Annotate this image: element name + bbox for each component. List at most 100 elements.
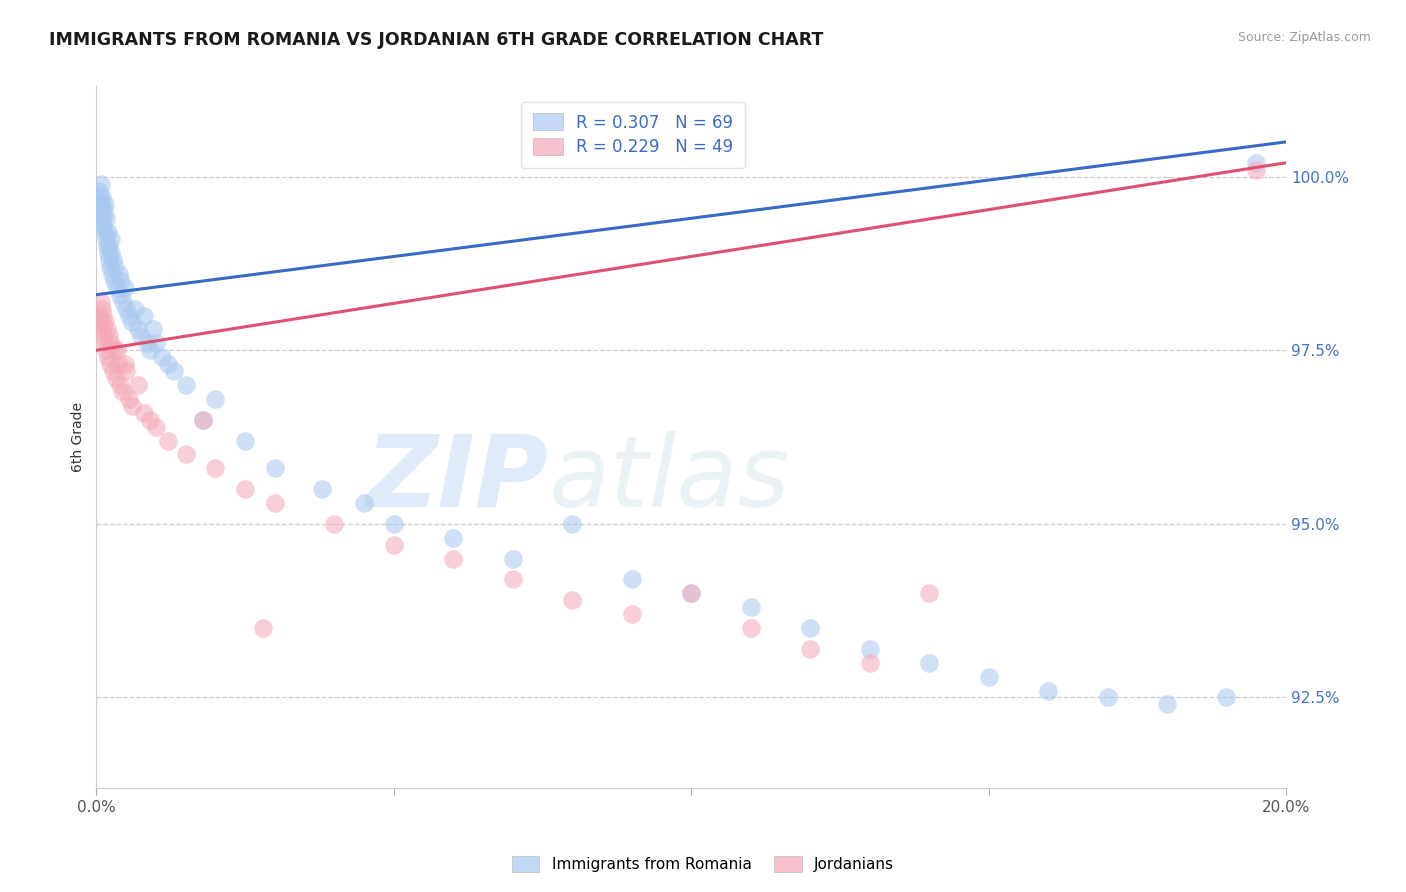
- Point: [108, 267, 131, 281]
- Point: [110, 274, 132, 288]
- Point: [156, 357, 179, 371]
- Point: [132, 406, 155, 420]
- Point: [97, 225, 120, 239]
- Point: [101, 267, 124, 281]
- Point: [121, 399, 143, 413]
- Point: [156, 434, 179, 448]
- Y-axis label: 6th Grade: 6th Grade: [72, 402, 86, 472]
- Legend: R = 0.307   N = 69, R = 0.229   N = 49: R = 0.307 N = 69, R = 0.229 N = 49: [522, 102, 745, 168]
- Point: [104, 371, 127, 385]
- Text: ZIP: ZIP: [366, 431, 548, 528]
- Point: [96, 322, 118, 336]
- Point: [114, 357, 136, 371]
- Point: [114, 281, 136, 295]
- Point: [90, 177, 112, 191]
- Point: [681, 586, 703, 600]
- Point: [353, 496, 375, 510]
- Point: [163, 364, 186, 378]
- Point: [118, 392, 141, 406]
- Point: [620, 607, 643, 621]
- Point: [132, 309, 155, 323]
- Legend: Immigrants from Romania, Jordanians: Immigrants from Romania, Jordanians: [505, 848, 901, 880]
- Point: [90, 294, 112, 309]
- Point: [98, 329, 121, 343]
- Point: [89, 309, 111, 323]
- Point: [96, 211, 118, 226]
- Point: [620, 573, 643, 587]
- Point: [323, 516, 346, 531]
- Point: [112, 294, 135, 309]
- Point: [108, 287, 131, 301]
- Point: [1244, 155, 1267, 169]
- Point: [145, 336, 167, 351]
- Point: [799, 621, 821, 635]
- Point: [98, 357, 121, 371]
- Point: [150, 350, 173, 364]
- Point: [91, 211, 114, 226]
- Point: [97, 252, 120, 267]
- Point: [127, 378, 149, 392]
- Point: [204, 392, 226, 406]
- Point: [858, 656, 880, 670]
- Point: [233, 434, 256, 448]
- Point: [502, 551, 524, 566]
- Point: [193, 413, 215, 427]
- Point: [858, 641, 880, 656]
- Point: [1215, 690, 1237, 705]
- Point: [263, 496, 285, 510]
- Point: [441, 531, 464, 545]
- Text: IMMIGRANTS FROM ROMANIA VS JORDANIAN 6TH GRADE CORRELATION CHART: IMMIGRANTS FROM ROMANIA VS JORDANIAN 6TH…: [49, 31, 824, 49]
- Point: [311, 482, 333, 496]
- Point: [145, 419, 167, 434]
- Point: [96, 239, 118, 253]
- Point: [101, 364, 124, 378]
- Point: [115, 301, 138, 316]
- Point: [90, 322, 112, 336]
- Point: [89, 204, 111, 219]
- Point: [90, 197, 112, 211]
- Point: [139, 343, 162, 358]
- Point: [204, 461, 226, 475]
- Point: [100, 232, 122, 246]
- Point: [98, 260, 121, 274]
- Point: [1036, 683, 1059, 698]
- Point: [107, 357, 129, 371]
- Point: [89, 316, 111, 330]
- Point: [93, 225, 115, 239]
- Point: [94, 316, 117, 330]
- Point: [90, 219, 112, 233]
- Point: [502, 573, 524, 587]
- Point: [91, 190, 114, 204]
- Text: atlas: atlas: [548, 431, 790, 528]
- Point: [108, 378, 131, 392]
- Point: [127, 322, 149, 336]
- Point: [441, 551, 464, 566]
- Point: [97, 350, 120, 364]
- Point: [93, 336, 115, 351]
- Point: [103, 274, 125, 288]
- Point: [101, 252, 124, 267]
- Text: Source: ZipAtlas.com: Source: ZipAtlas.com: [1237, 31, 1371, 45]
- Point: [93, 329, 115, 343]
- Point: [89, 184, 111, 198]
- Point: [91, 301, 114, 316]
- Point: [118, 309, 141, 323]
- Point: [561, 516, 583, 531]
- Point: [98, 239, 121, 253]
- Point: [918, 586, 941, 600]
- Point: [1156, 698, 1178, 712]
- Point: [977, 670, 1000, 684]
- Point: [93, 204, 115, 219]
- Point: [112, 384, 135, 399]
- Point: [252, 621, 274, 635]
- Point: [93, 219, 115, 233]
- Point: [115, 364, 138, 378]
- Point: [918, 656, 941, 670]
- Point: [89, 190, 111, 204]
- Point: [561, 593, 583, 607]
- Point: [740, 621, 762, 635]
- Point: [105, 343, 128, 358]
- Point: [94, 197, 117, 211]
- Point: [174, 447, 197, 461]
- Point: [382, 538, 405, 552]
